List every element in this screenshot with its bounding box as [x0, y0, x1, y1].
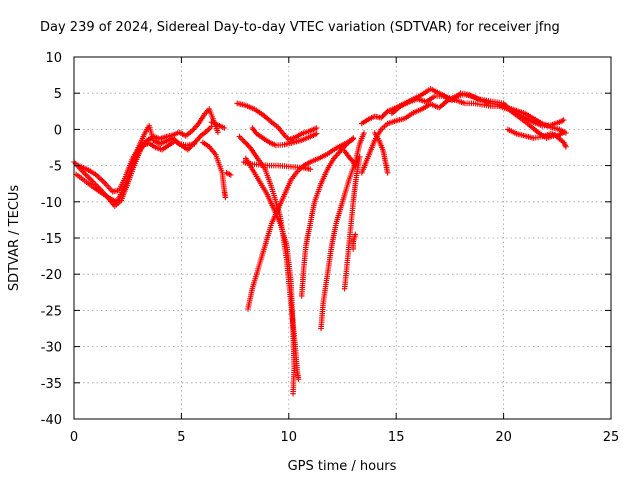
point-markers — [298, 135, 356, 299]
series-arc-t — [371, 130, 391, 176]
point-markers — [371, 130, 391, 176]
series-arc-v — [505, 126, 567, 141]
point-markers — [341, 154, 363, 292]
x-tick-label: 10 — [281, 430, 298, 445]
series-arc-a — [71, 106, 221, 209]
x-axis-label: GPS time / hours — [288, 459, 397, 474]
point-markers — [505, 126, 567, 141]
point-markers — [350, 231, 359, 252]
axis-ticks: 0 5 10 15 20 25 -40 -35 -30 -25 -20 -15 -10 -5 0 5 10 — [41, 51, 620, 445]
y-tick-label: 0 — [54, 123, 62, 138]
y-axis-label: SDTVAR / TECUs — [7, 185, 22, 292]
point-markers — [71, 106, 221, 209]
plot-frame — [73, 56, 612, 420]
series-arc-h — [234, 100, 320, 143]
point-markers — [318, 130, 367, 332]
data-points — [71, 86, 569, 397]
series-arc-p — [341, 148, 359, 170]
series-arc-e — [208, 119, 228, 131]
point-markers — [389, 90, 569, 150]
series-arc-u — [389, 90, 569, 150]
point-markers — [245, 136, 356, 312]
series-arc-n — [318, 130, 367, 332]
y-tick-label: -30 — [41, 341, 62, 356]
x-tick-label: 0 — [70, 430, 78, 445]
x-tick-label: 20 — [495, 430, 512, 445]
point-markers — [243, 155, 297, 397]
y-tick-label: -40 — [41, 413, 62, 428]
series-arc-i — [249, 125, 320, 149]
series-arc-o — [341, 154, 363, 292]
series-arc-k — [243, 155, 297, 397]
point-markers — [208, 119, 228, 131]
y-tick-label: 10 — [45, 51, 62, 66]
series-arc-l — [245, 136, 356, 312]
x-tick-label: 25 — [603, 430, 620, 445]
y-tick-label: -10 — [41, 196, 62, 211]
series-arc-f — [223, 170, 234, 178]
x-tick-label: 15 — [388, 430, 405, 445]
series-arc-d — [200, 139, 229, 201]
series-arc-m — [298, 135, 356, 299]
point-markers — [341, 148, 359, 170]
grid-lines — [74, 57, 611, 419]
y-tick-label: -5 — [49, 160, 62, 175]
y-tick-label: 5 — [54, 87, 62, 102]
series-arc-q — [350, 231, 359, 252]
point-markers — [234, 100, 320, 143]
point-markers — [249, 125, 320, 149]
point-markers — [223, 170, 234, 178]
x-tick-label: 5 — [177, 430, 185, 445]
chart-title: Day 239 of 2024, Sidereal Day-to-day VTE… — [40, 20, 560, 35]
y-tick-label: -35 — [41, 377, 62, 392]
y-tick-label: -15 — [41, 232, 62, 247]
y-tick-label: -25 — [41, 304, 62, 319]
point-markers — [200, 139, 229, 201]
y-tick-label: -20 — [41, 268, 62, 283]
